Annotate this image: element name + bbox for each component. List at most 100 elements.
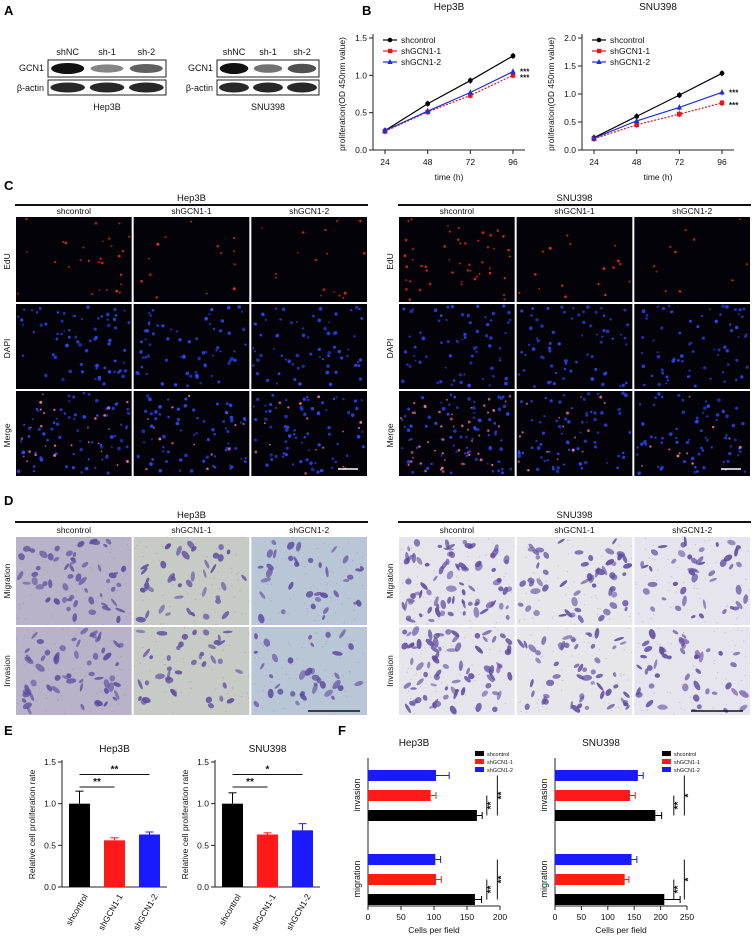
- x-axis-label: time (h): [644, 172, 673, 182]
- pore-dot: [161, 546, 163, 548]
- nucleus-dot: [241, 327, 246, 332]
- nucleus-dot: [437, 319, 441, 323]
- nucleus-dot: [488, 446, 493, 451]
- chart-title: Hep3B: [434, 2, 465, 13]
- pore-dot: [545, 580, 547, 582]
- edu-dot: [190, 220, 193, 223]
- stained-cell: [77, 540, 85, 548]
- pore-dot: [700, 708, 702, 710]
- pore-dot: [130, 559, 132, 561]
- pore-dot: [731, 651, 733, 653]
- stained-cell: [681, 634, 687, 639]
- edu-dot: [685, 452, 689, 455]
- pore-dot: [213, 577, 215, 579]
- nucleus-dot: [150, 438, 153, 441]
- row-label: GCN1: [19, 63, 44, 73]
- pore-dot: [155, 640, 157, 643]
- nucleus-dot: [144, 338, 147, 341]
- pore-dot: [17, 617, 19, 619]
- nucleus-dot: [576, 447, 580, 451]
- nucleus-dot: [507, 310, 511, 315]
- pore-dot: [304, 566, 306, 568]
- row-label: DAPI: [385, 339, 395, 359]
- pore-dot: [126, 544, 129, 546]
- edu-dot: [602, 267, 606, 270]
- significance-label: **: [673, 802, 684, 810]
- nucleus-dot: [699, 429, 703, 433]
- pore-dot: [713, 631, 716, 633]
- stained-cell: [734, 547, 739, 557]
- chart-title: SNU398: [249, 744, 287, 755]
- pore-dot: [133, 665, 136, 668]
- pore-dot: [540, 655, 542, 658]
- stained-cell: [494, 544, 499, 552]
- stained-cell: [641, 564, 649, 569]
- row-label: EdU: [385, 253, 395, 270]
- pore-dot: [124, 694, 126, 696]
- nucleus-dot: [562, 393, 566, 397]
- stained-cell: [416, 678, 424, 686]
- edu-dot: [688, 395, 691, 398]
- nucleus-dot: [199, 381, 202, 385]
- nucleus-dot: [274, 307, 278, 310]
- stained-cell: [86, 660, 92, 666]
- pore-dot: [495, 622, 497, 624]
- transwell-image: [16, 627, 132, 715]
- stained-cell: [69, 560, 77, 565]
- edu-dot: [64, 241, 68, 245]
- pore-dot: [72, 668, 74, 670]
- pore-dot: [476, 587, 478, 590]
- nucleus-dot: [119, 438, 124, 443]
- stained-cell: [427, 661, 431, 669]
- stained-cell: [411, 646, 418, 649]
- pore-dot: [45, 697, 48, 699]
- pore-dot: [23, 544, 25, 546]
- stained-cell: [185, 579, 193, 588]
- pore-dot: [712, 707, 714, 709]
- edu-dot: [232, 287, 236, 291]
- pore-dot: [744, 674, 746, 677]
- data-point: [634, 122, 639, 128]
- nucleus-dot: [39, 323, 43, 328]
- nucleus-dot: [350, 308, 353, 312]
- nucleus-dot: [502, 404, 507, 409]
- nucleus-dot: [699, 446, 703, 450]
- x-tick-label: 24: [380, 157, 390, 167]
- edu-dot: [487, 429, 490, 432]
- stained-cell: [323, 607, 329, 614]
- edu-dot: [668, 448, 671, 451]
- y-tick-label: 0.0: [197, 882, 209, 892]
- stained-cell: [446, 648, 458, 652]
- pore-dot: [518, 702, 520, 704]
- data-point: [634, 114, 640, 119]
- pore-dot: [174, 627, 176, 629]
- edu-dot: [684, 228, 687, 232]
- pore-dot: [601, 555, 603, 558]
- edu-dot: [478, 434, 481, 437]
- nucleus-dot: [182, 354, 186, 359]
- stained-cell: [46, 684, 53, 692]
- nucleus-dot: [734, 378, 738, 382]
- nucleus-dot: [521, 451, 525, 455]
- pore-dot: [497, 701, 499, 703]
- significance-label: ***: [520, 68, 530, 77]
- stained-cell: [53, 598, 60, 605]
- nucleus-dot: [317, 318, 322, 323]
- pore-dot: [240, 696, 243, 698]
- pore-dot: [585, 575, 587, 577]
- stained-cell: [25, 654, 32, 662]
- nucleus-dot: [472, 416, 476, 420]
- stained-cell: [530, 588, 541, 595]
- actin-band: [129, 82, 164, 93]
- pore-dot: [62, 628, 65, 631]
- stained-cell: [61, 596, 68, 603]
- nucleus-dot: [563, 367, 567, 371]
- nucleus-dot: [536, 446, 541, 450]
- significance-label: **: [486, 886, 497, 894]
- legend-swatch: [662, 759, 671, 764]
- nucleus-dot: [196, 417, 199, 420]
- nucleus-dot: [97, 377, 101, 382]
- stained-cell: [558, 613, 567, 617]
- stained-cell: [441, 561, 448, 570]
- nucleus-dot: [661, 395, 664, 399]
